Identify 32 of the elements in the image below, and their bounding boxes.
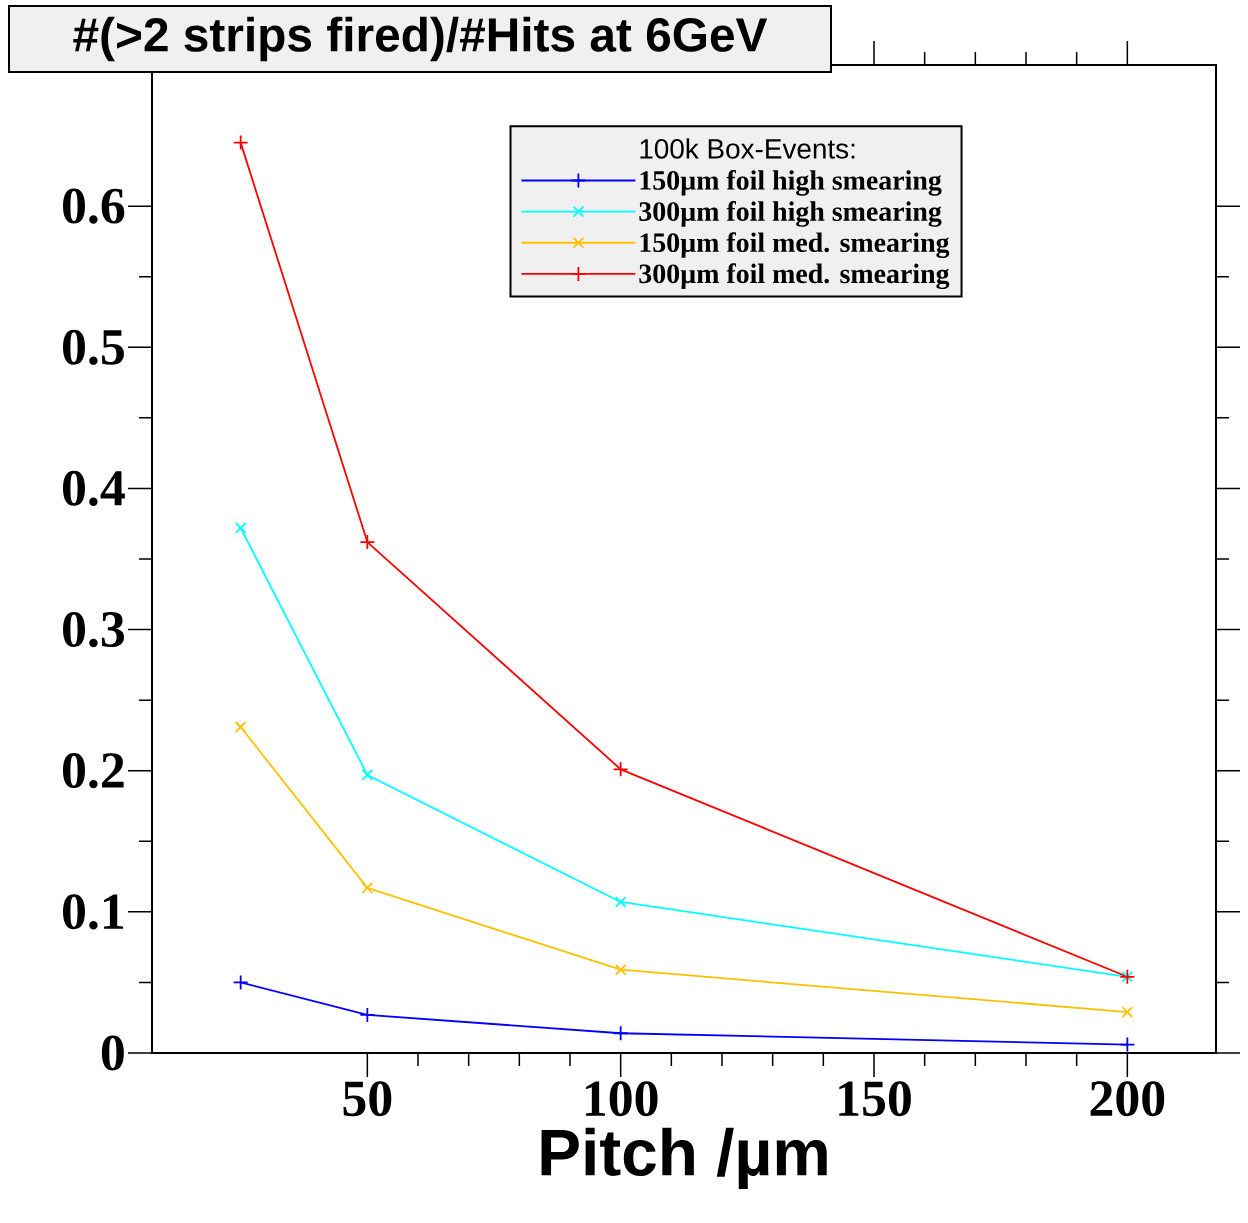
point: [612, 1025, 629, 1042]
y-tick-label: 0.4: [63, 470, 125, 507]
legend-title: 100k Box-Events:: [640, 138, 855, 159]
x-tick-label: 50: [343, 1081, 392, 1117]
x-tick-label: 100: [585, 1081, 658, 1117]
y-tick-label: 0.6: [63, 188, 125, 224]
y-tick-label: 0.5: [63, 329, 124, 365]
point: [359, 1006, 376, 1023]
x-tick-label: 150: [839, 1081, 911, 1117]
point: [232, 134, 249, 151]
x-tick-label: 200: [1090, 1081, 1165, 1117]
point: [232, 974, 249, 991]
legend-label: 150µm foil high smearing: [640, 169, 942, 196]
point: [234, 721, 247, 733]
point: [359, 534, 376, 550]
legend-label: 300µm foil high smearing: [639, 201, 942, 227]
point: [614, 963, 627, 976]
legend-label: 300µm foil med. smearing: [639, 263, 950, 290]
legend-label: 150µm foil med. smearing: [640, 232, 950, 258]
y-tick-label: 0.2: [63, 753, 124, 789]
point: [234, 522, 247, 534]
y-tick-label: 0.3: [63, 611, 125, 648]
point: [612, 761, 629, 778]
point: [1121, 1006, 1134, 1018]
y-tick-label: 0: [101, 1035, 124, 1071]
point: [1119, 1036, 1136, 1053]
y-tick-label: 0.1: [63, 894, 124, 930]
point: [614, 896, 627, 908]
point: [361, 769, 374, 781]
point: [361, 882, 374, 894]
x-axis-title: Pitch /µm: [541, 1127, 827, 1189]
chart-title: #(>2 strips fired)/#Hits at 6GeV: [73, 16, 768, 62]
